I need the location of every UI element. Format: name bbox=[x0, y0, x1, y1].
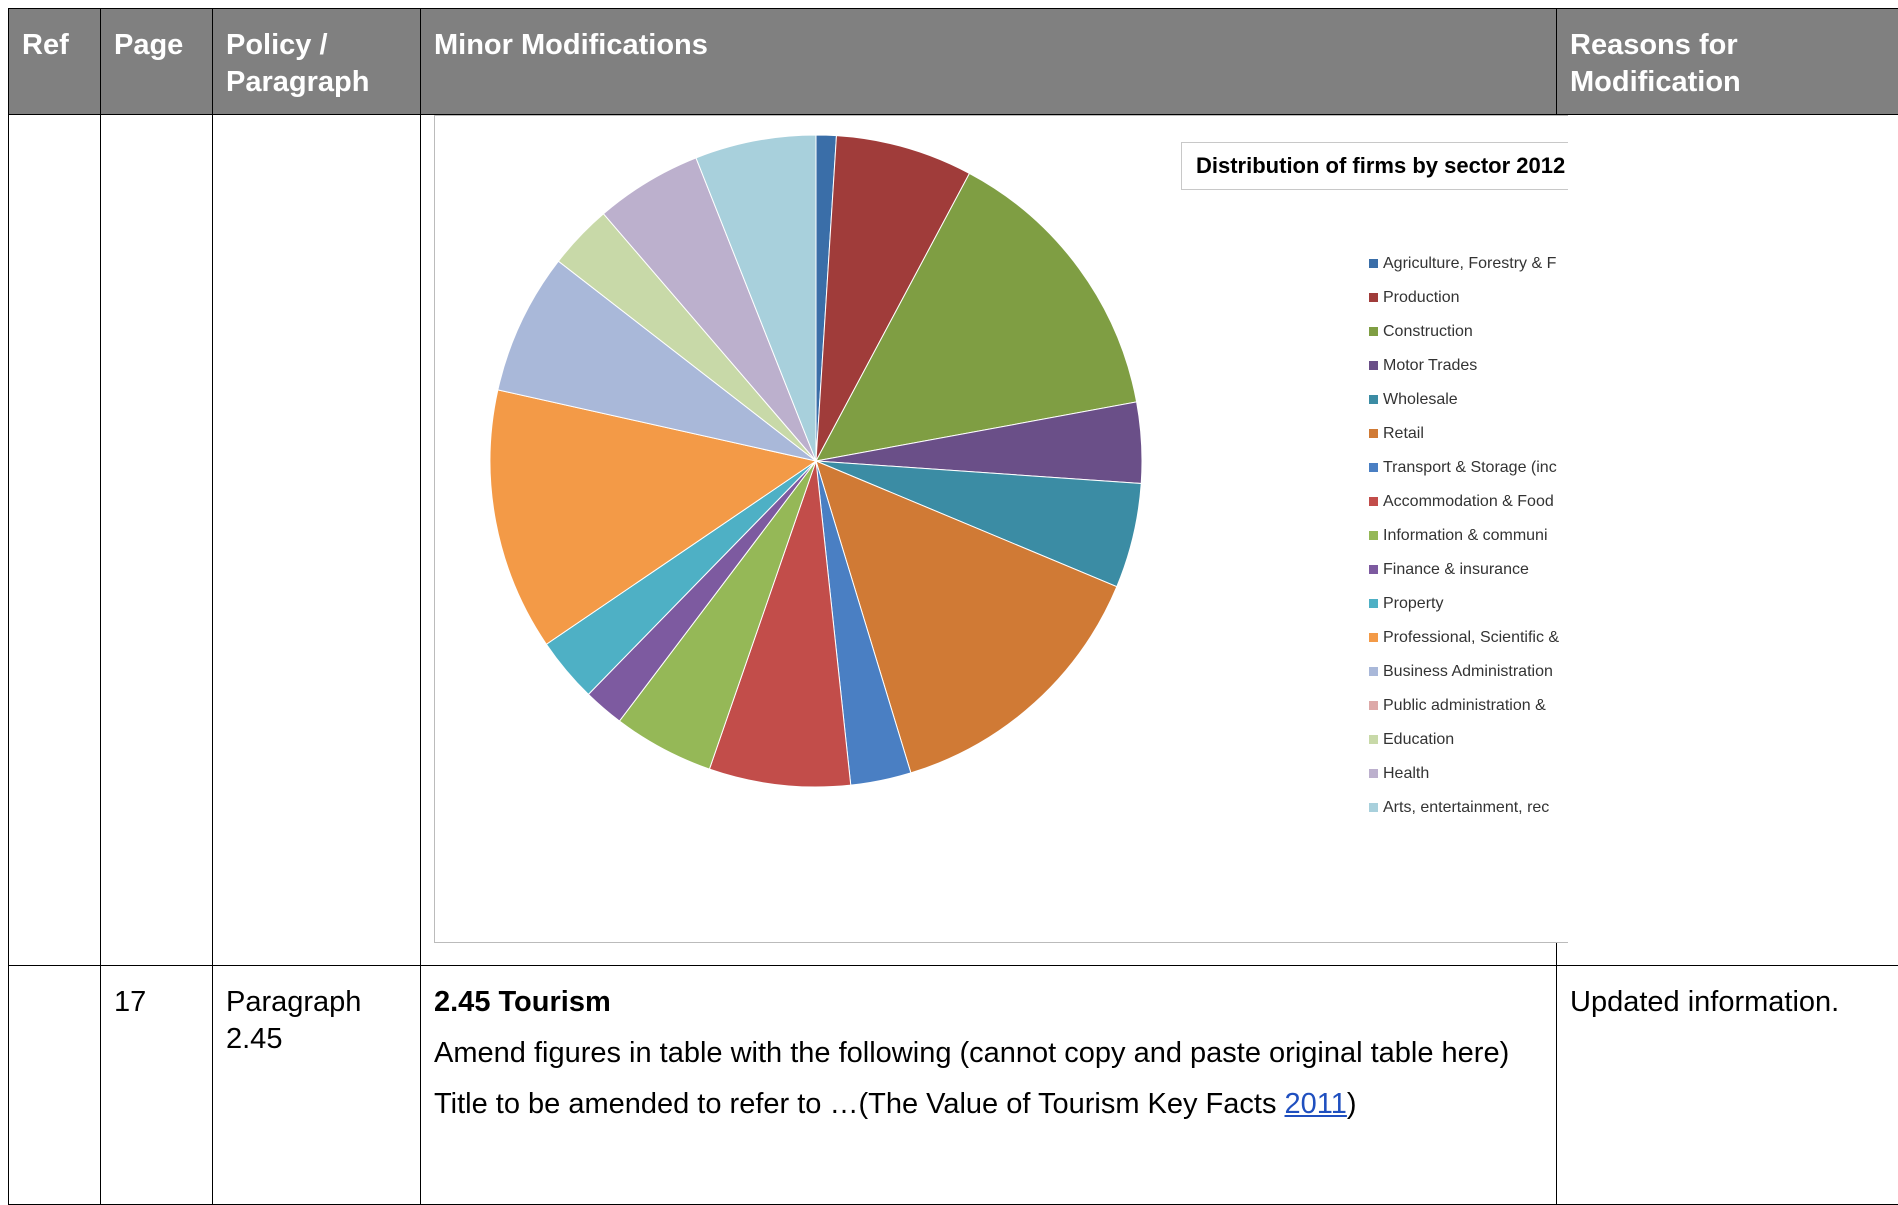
cell-page bbox=[101, 115, 213, 966]
legend-item: Finance & insurance bbox=[1369, 552, 1568, 586]
cell-chart: Distribution of firms by sector 2012 Agr… bbox=[421, 115, 1557, 966]
legend-swatch bbox=[1369, 803, 1378, 812]
header-policy: Policy / Paragraph bbox=[213, 9, 421, 115]
legend-label: Business Administration bbox=[1383, 654, 1553, 688]
legend-swatch bbox=[1369, 769, 1378, 778]
legend-item: Public administration & bbox=[1369, 688, 1568, 722]
legend-label: Accommodation & Food bbox=[1383, 484, 1554, 518]
legend-swatch bbox=[1369, 633, 1378, 642]
legend-swatch bbox=[1369, 531, 1378, 540]
legend-label: Retail bbox=[1383, 416, 1424, 450]
legend-item: Motor Trades bbox=[1369, 348, 1568, 382]
legend-item: Arts, entertainment, rec bbox=[1369, 790, 1568, 824]
legend-label: Transport & Storage (inc bbox=[1383, 450, 1557, 484]
header-reasons: Reasons for Modification bbox=[1557, 9, 1898, 115]
cell-ref bbox=[9, 966, 101, 1205]
legend-swatch bbox=[1369, 735, 1378, 744]
legend-item: Retail bbox=[1369, 416, 1568, 450]
legend-label: Professional, Scientific & bbox=[1383, 620, 1559, 654]
legend-item: Construction bbox=[1369, 314, 1568, 348]
legend-item: Production bbox=[1369, 280, 1568, 314]
legend-swatch bbox=[1369, 463, 1378, 472]
modifications-table: Ref Page Policy / Paragraph Minor Modifi… bbox=[8, 8, 1898, 1205]
legend-label: Agriculture, Forestry & F bbox=[1383, 246, 1556, 280]
modification-text-title: Title to be amended to refer to …(The Va… bbox=[434, 1086, 1543, 1123]
legend-label: Arts, entertainment, rec bbox=[1383, 790, 1549, 824]
legend-label: Finance & insurance bbox=[1383, 552, 1529, 586]
legend-label: Construction bbox=[1383, 314, 1473, 348]
table-row: 17 Paragraph 2.45 2.45 Tourism Amend fig… bbox=[9, 966, 1898, 1205]
legend-label: Production bbox=[1383, 280, 1460, 314]
pie-chart bbox=[435, 116, 1195, 942]
legend-item: Agriculture, Forestry & F bbox=[1369, 246, 1568, 280]
chart-image: Distribution of firms by sector 2012 Agr… bbox=[434, 115, 1568, 943]
legend-item: Health bbox=[1369, 756, 1568, 790]
year-link[interactable]: 2011 bbox=[1285, 1088, 1347, 1120]
legend-swatch bbox=[1369, 259, 1378, 268]
legend-swatch bbox=[1369, 361, 1378, 370]
legend-label: Education bbox=[1383, 722, 1454, 756]
legend-swatch bbox=[1369, 599, 1378, 608]
legend-item: Property bbox=[1369, 586, 1568, 620]
title-suffix: ) bbox=[1347, 1088, 1357, 1120]
legend-label: Motor Trades bbox=[1383, 348, 1477, 382]
legend-item: Business Administration bbox=[1369, 654, 1568, 688]
legend-item: Professional, Scientific & bbox=[1369, 620, 1568, 654]
title-prefix: Title to be amended to refer to …(The Va… bbox=[434, 1088, 1285, 1120]
legend-swatch bbox=[1369, 327, 1378, 336]
section-title: 2.45 Tourism bbox=[434, 984, 1543, 1021]
legend-label: Property bbox=[1383, 586, 1443, 620]
legend-swatch bbox=[1369, 293, 1378, 302]
legend-item: Information & communi bbox=[1369, 518, 1568, 552]
cell-reason bbox=[1557, 115, 1898, 966]
legend-label: Information & communi bbox=[1383, 518, 1548, 552]
legend-label: Wholesale bbox=[1383, 382, 1458, 416]
chart-title: Distribution of firms by sector 2012 bbox=[1181, 142, 1568, 190]
legend-swatch bbox=[1369, 701, 1378, 710]
legend-item: Education bbox=[1369, 722, 1568, 756]
cell-page: 17 bbox=[101, 966, 213, 1205]
header-page: Page bbox=[101, 9, 213, 115]
table-row: Distribution of firms by sector 2012 Agr… bbox=[9, 115, 1898, 966]
legend-label: Health bbox=[1383, 756, 1429, 790]
header-ref: Ref bbox=[9, 9, 101, 115]
legend-item: Transport & Storage (inc bbox=[1369, 450, 1568, 484]
cell-reason: Updated information. bbox=[1557, 966, 1898, 1205]
cell-modification: 2.45 Tourism Amend figures in table with… bbox=[421, 966, 1557, 1205]
legend-swatch bbox=[1369, 667, 1378, 676]
legend-swatch bbox=[1369, 395, 1378, 404]
cell-policy: Paragraph 2.45 bbox=[213, 966, 421, 1205]
legend-label: Public administration & bbox=[1383, 688, 1546, 722]
modification-text: Amend figures in table with the followin… bbox=[434, 1035, 1543, 1072]
legend-item: Accommodation & Food bbox=[1369, 484, 1568, 518]
legend-item: Wholesale bbox=[1369, 382, 1568, 416]
header-modifications: Minor Modifications bbox=[421, 9, 1557, 115]
cell-ref bbox=[9, 115, 101, 966]
legend-swatch bbox=[1369, 497, 1378, 506]
cell-policy bbox=[213, 115, 421, 966]
legend-swatch bbox=[1369, 565, 1378, 574]
header-row: Ref Page Policy / Paragraph Minor Modifi… bbox=[9, 9, 1898, 115]
legend-swatch bbox=[1369, 429, 1378, 438]
